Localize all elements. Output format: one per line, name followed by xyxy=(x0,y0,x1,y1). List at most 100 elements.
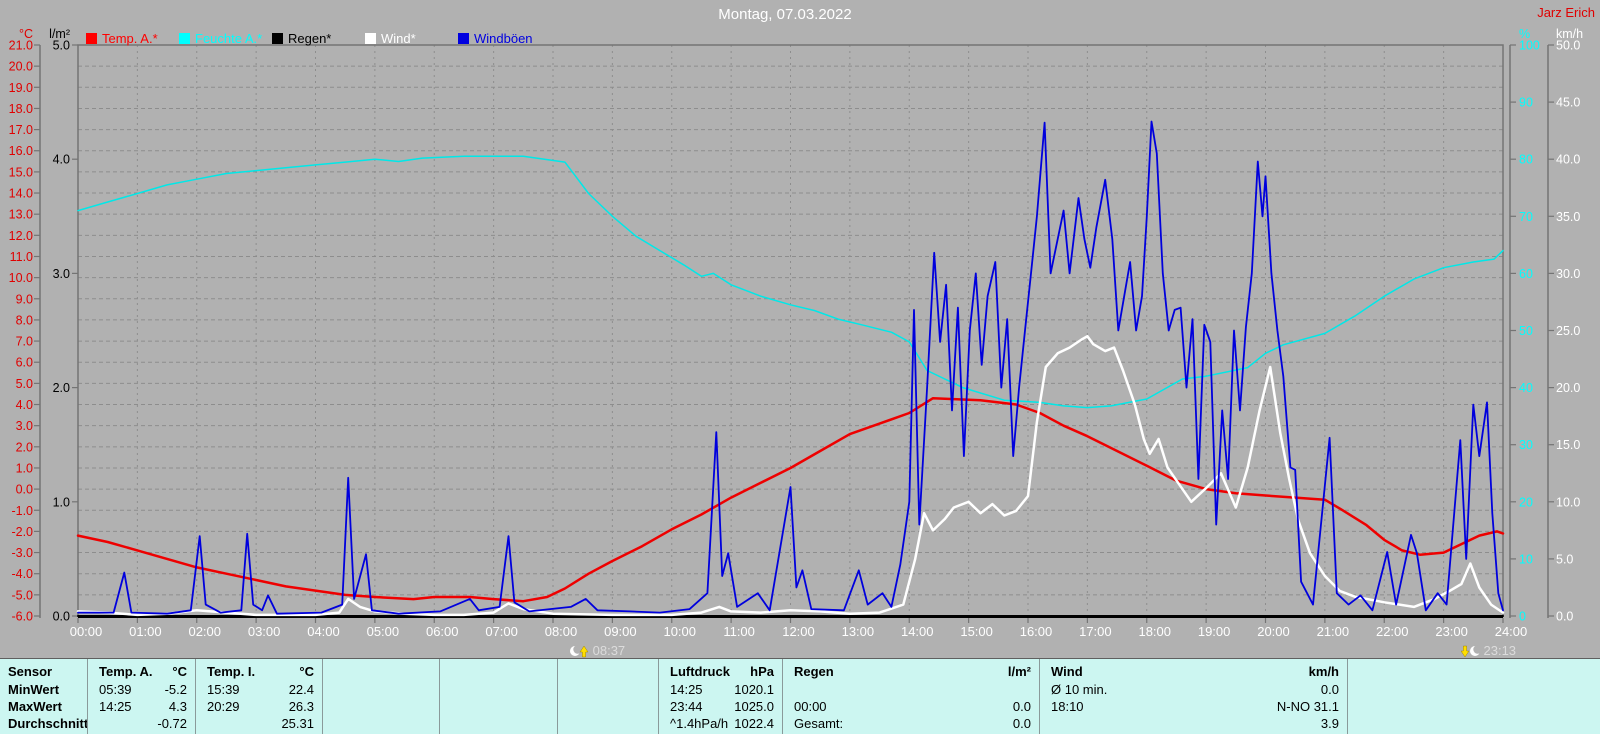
svg-text:100: 100 xyxy=(1519,39,1540,53)
wind-axis-caption: km/h xyxy=(1556,27,1583,41)
svg-text:0.0: 0.0 xyxy=(53,610,70,624)
col-name: Temp. I. xyxy=(207,664,256,679)
svg-text:12.0: 12.0 xyxy=(9,229,33,243)
credit-label: Jarz Erich xyxy=(1537,5,1595,20)
table-cell xyxy=(440,681,557,698)
cell-time: 18:10 xyxy=(1051,699,1084,714)
cell-time: 00:00 xyxy=(794,699,827,714)
moonset-time-label: 23:13 xyxy=(1483,643,1517,658)
table-cell: 05:39 -5.2 xyxy=(88,681,195,698)
legend-item-temp-a: Temp. A.* xyxy=(86,31,179,46)
svg-text:06:00: 06:00 xyxy=(426,624,459,639)
cell-value: 22.4 xyxy=(288,682,314,697)
svg-text:5.0: 5.0 xyxy=(1556,552,1573,566)
moonset-marker: 23:13 xyxy=(1460,643,1517,658)
cell-time: 20:29 xyxy=(207,699,240,714)
svg-text:09:00: 09:00 xyxy=(604,624,637,639)
svg-text:07:00: 07:00 xyxy=(485,624,518,639)
legend-swatch-regen xyxy=(272,33,283,44)
svg-text:0.0: 0.0 xyxy=(1556,610,1573,624)
cell-value: 3.9 xyxy=(1320,716,1339,731)
cell-time: 14:25 xyxy=(99,699,132,714)
col-header xyxy=(558,662,658,681)
col-unit: °C xyxy=(172,664,187,679)
col-header: Temp. A. °C xyxy=(88,662,195,681)
svg-text:10:00: 10:00 xyxy=(663,624,696,639)
table-col-wind: Wind km/h Ø 10 min. 0.0 18:10 N-NO 31.1 3.9 xyxy=(1040,659,1348,734)
table-cell: 20:29 26.3 xyxy=(196,698,322,715)
svg-text:14.0: 14.0 xyxy=(9,187,33,201)
chart-legend: Temp. A.* Feuchte A.* Regen* Wind* Windböen xyxy=(86,31,551,46)
cell-time: ^1.4hPa/h xyxy=(670,716,729,731)
svg-text:12:00: 12:00 xyxy=(782,624,815,639)
series-feuchte-a xyxy=(77,155,1504,409)
cell-time: 15:39 xyxy=(207,682,240,697)
legend-swatch-temp-a xyxy=(86,33,97,44)
temp-axis-caption: °C xyxy=(19,27,33,41)
legend-swatch-feuchte-a xyxy=(179,33,190,44)
col-name: Temp. A. xyxy=(99,664,153,679)
svg-text:0: 0 xyxy=(1519,610,1526,624)
rain-axis: 5.0 4.0 3.0 2.0 1.0 0.0 xyxy=(53,39,78,624)
row-label-sensor: Sensor xyxy=(8,664,53,679)
legend-label-feuchte-a: Feuchte A.* xyxy=(195,31,263,46)
table-cell: Ø 10 min. 0.0 xyxy=(1040,681,1347,698)
svg-text:11.0: 11.0 xyxy=(10,250,33,264)
x-axis-labels: 00:00 01:00 02:00 03:00 04:00 05:00 06:00 07:00… xyxy=(70,618,1527,639)
svg-text:20: 20 xyxy=(1519,495,1533,509)
table-cell: 14:25 4.3 xyxy=(88,698,195,715)
svg-text:2.0: 2.0 xyxy=(53,381,70,395)
axis-captions: °C l/m²% km/h xyxy=(19,27,1583,41)
cell-value: 25.31 xyxy=(281,716,314,731)
svg-text:05:00: 05:00 xyxy=(367,624,400,639)
svg-text:90: 90 xyxy=(1519,96,1533,110)
row-label-maxwert: MaxWert xyxy=(8,699,62,714)
svg-text:5.0: 5.0 xyxy=(16,377,33,391)
cell-value: 1020.1 xyxy=(734,682,774,697)
table-col-empty-9 xyxy=(1348,659,1600,734)
col-header: Temp. I. °C xyxy=(196,662,322,681)
svg-text:10.0: 10.0 xyxy=(1556,495,1580,509)
svg-text:02:00: 02:00 xyxy=(188,624,221,639)
col-unit: hPa xyxy=(750,664,774,679)
series-wind xyxy=(76,334,1505,617)
stats-table: Sensor MinWert MaxWert Durchschnitt Temp. A.… xyxy=(0,658,1600,734)
svg-text:0.0: 0.0 xyxy=(16,483,33,497)
svg-text:5.0: 5.0 xyxy=(53,39,70,53)
table-col-empty-5 xyxy=(558,659,659,734)
table-cell xyxy=(323,681,439,698)
col-name: Regen xyxy=(794,664,834,679)
col-name: Wind xyxy=(1051,664,1083,679)
col-unit: km/h xyxy=(1308,664,1339,679)
table-cell: 15:39 22.4 xyxy=(196,681,322,698)
svg-text:3.0: 3.0 xyxy=(53,267,70,281)
legend-item-windboeen: Windböen xyxy=(458,31,551,46)
svg-text:18.0: 18.0 xyxy=(9,102,33,116)
cell-time: 23:44 xyxy=(670,699,703,714)
cell-value: -5.2 xyxy=(164,682,187,697)
table-cell xyxy=(1348,698,1600,715)
col-header: Regen l/m² xyxy=(783,662,1039,681)
legend-item-feuchte-a: Feuchte A.* xyxy=(179,31,272,46)
table-cell xyxy=(1348,715,1600,732)
svg-text:40.0: 40.0 xyxy=(1556,153,1580,167)
svg-text:16.0: 16.0 xyxy=(9,144,33,158)
svg-text:19:00: 19:00 xyxy=(1198,624,1231,639)
svg-text:08:00: 08:00 xyxy=(545,624,578,639)
col-unit: l/m² xyxy=(1007,664,1031,679)
legend-label-windboeen: Windböen xyxy=(474,31,533,46)
svg-text:6.0: 6.0 xyxy=(16,356,33,370)
legend-label-temp-a: Temp. A.* xyxy=(102,31,158,46)
svg-text:40: 40 xyxy=(1519,381,1533,395)
table-col-temp-a-: Temp. A. °C 05:39 -5.2 14:25 4.3 -0.72 xyxy=(88,659,196,734)
svg-text:7.0: 7.0 xyxy=(16,335,33,349)
svg-text:1.0: 1.0 xyxy=(53,495,70,509)
table-cell: 25.31 xyxy=(196,715,322,732)
rain-axis-caption: l/m² xyxy=(49,27,70,41)
svg-text:9.0: 9.0 xyxy=(16,292,33,306)
legend-label-regen: Regen* xyxy=(288,31,332,46)
svg-text:15:00: 15:00 xyxy=(960,624,993,639)
row-label-durchschnitt: Durchschnitt xyxy=(8,716,87,731)
table-cell xyxy=(1348,681,1600,698)
svg-text:-5.0: -5.0 xyxy=(11,588,33,602)
